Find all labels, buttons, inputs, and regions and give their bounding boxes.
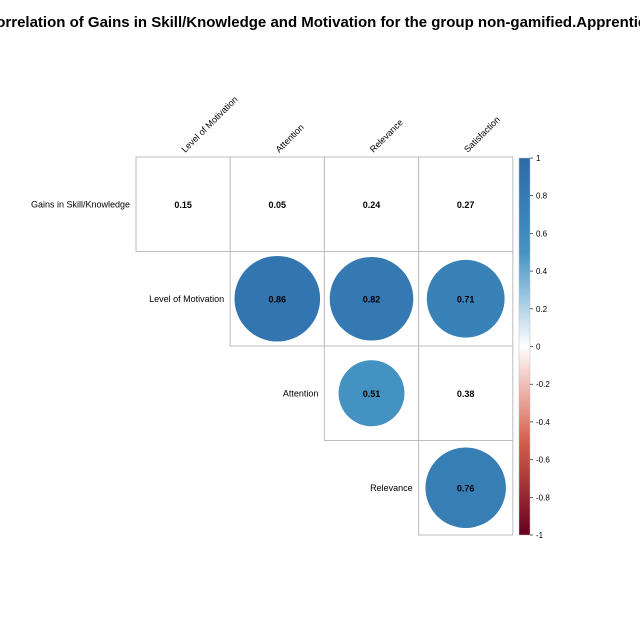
cell-level-of-motivation-relevance: 0.82	[323, 251, 420, 347]
cell-level-of-motivation-attention: 0.86	[229, 251, 325, 347]
correlation-circle	[426, 259, 505, 338]
colorbar-tick-label: 0.6	[536, 229, 548, 238]
row-labels: Gains in Skill/Knowledge Level of Motivat…	[31, 199, 413, 493]
colorbar-tick-label: 1	[536, 154, 541, 163]
row-label-level-of-motivation: Level of Motivation	[149, 294, 224, 304]
colorbar-tick-label: 0.8	[536, 192, 548, 201]
correlation-circle	[425, 447, 506, 528]
col-label-level-of-motivation: Level of Motivation	[179, 94, 239, 154]
cell-border	[135, 156, 231, 252]
colorbar-tick-label: -0.4	[536, 418, 550, 427]
row-label-attention: Attention	[283, 388, 319, 398]
colorbar-tick-label: 0	[536, 343, 541, 352]
cell-border	[229, 156, 325, 252]
cell-value: 0.15	[174, 200, 192, 210]
row-label-gains-in-skill-knowledge: Gains in Skill/Knowledge	[31, 199, 130, 209]
correlation-cells: 0.15 0.05 0.24 0.27 0.86 0.82 0.71 0.51 0.38 0.76	[135, 156, 514, 536]
colorbar-tick-label: -0.6	[536, 456, 550, 465]
colorbar-tick-label: -0.2	[536, 380, 550, 389]
column-labels: Level of Motivation Attention Relevance Sat…	[179, 94, 502, 154]
col-label-relevance: Relevance	[368, 117, 405, 154]
cell-value: 0.82	[363, 294, 381, 304]
cell-value: 0.76	[457, 483, 475, 493]
cell-border	[418, 156, 514, 252]
correlation-circle	[338, 360, 405, 427]
cell-gains-in-skill-knowledge-satisfaction: 0.27	[418, 156, 514, 252]
colorbar-tick-label: 0.2	[536, 305, 548, 314]
colorbar-tick-label: 0.4	[536, 267, 548, 276]
cell-gains-in-skill-knowledge-level-of-motivation: 0.15	[135, 156, 231, 252]
row-label-relevance: Relevance	[370, 483, 413, 493]
col-label-satisfaction: Satisfaction	[462, 114, 502, 154]
colorbar-gradient	[518, 157, 531, 536]
correlation-circle	[329, 256, 414, 341]
cell-border	[418, 345, 514, 441]
correlation-circle	[234, 255, 321, 342]
cell-attention-satisfaction: 0.38	[418, 345, 514, 441]
chart-title: Correlation of Gains in Skill/Knowledge …	[0, 14, 640, 31]
colorbar: 1 0.8 0.6 0.4 0.2 0 -0.2 -0.4 -0.6 -0.8 -1	[518, 154, 550, 540]
cell-relevance-satisfaction: 0.76	[418, 440, 514, 536]
cell-value: 0.38	[457, 389, 475, 399]
cell-value: 0.27	[457, 200, 475, 210]
cell-value: 0.86	[269, 294, 287, 304]
cell-value: 0.24	[363, 200, 381, 210]
colorbar-tick-label: -0.8	[536, 493, 550, 502]
cell-attention-relevance: 0.51	[323, 345, 420, 441]
cell-gains-in-skill-knowledge-attention: 0.05	[229, 156, 325, 252]
cell-value: 0.51	[363, 389, 381, 399]
colorbar-tick-label: -1	[536, 531, 544, 540]
cell-gains-in-skill-knowledge-relevance: 0.24	[323, 156, 420, 252]
cell-value: 0.05	[269, 200, 287, 210]
cell-level-of-motivation-satisfaction: 0.71	[418, 251, 514, 347]
cell-border	[323, 156, 420, 252]
cell-value: 0.71	[457, 294, 475, 304]
col-label-attention: Attention	[274, 122, 306, 154]
